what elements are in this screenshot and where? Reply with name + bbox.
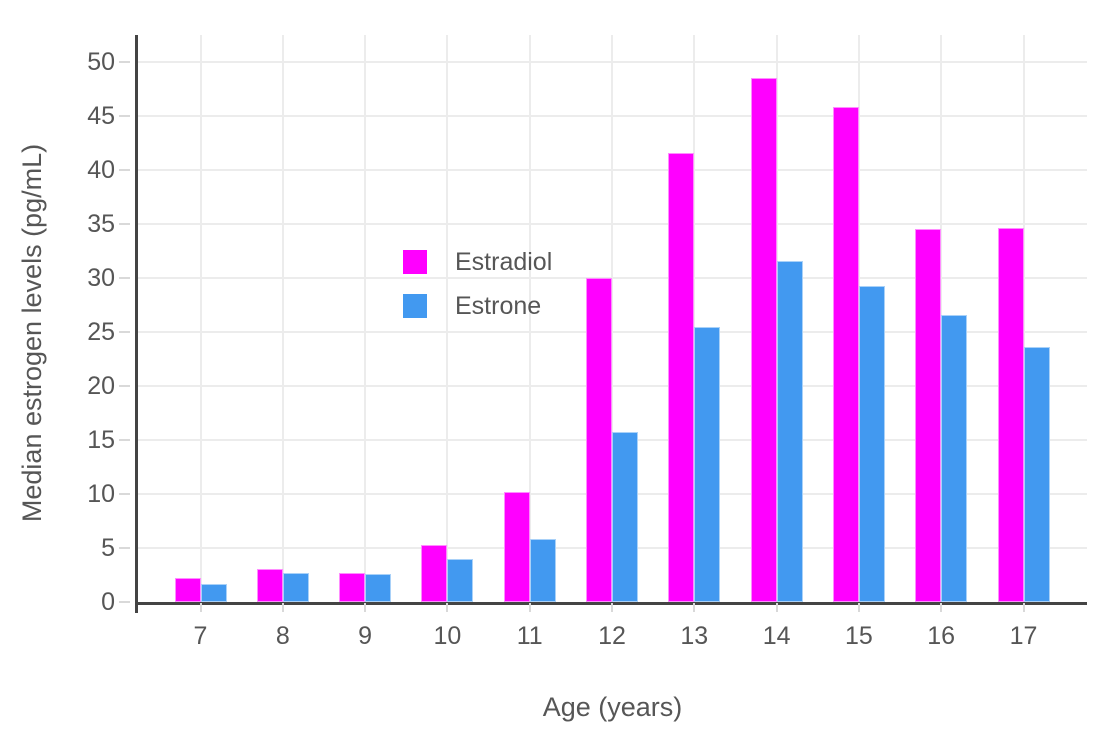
bar-estrone-age-14 [776, 260, 803, 602]
y-tick-label: 35 [87, 210, 115, 238]
legend-label: Estradiol [455, 248, 553, 276]
x-tick-mark [1022, 603, 1025, 612]
bar-estradiol-age-13 [668, 152, 695, 602]
x-tick-label: 9 [358, 622, 373, 650]
y-tick-label: 5 [101, 534, 115, 562]
x-tick-label: 7 [193, 622, 208, 650]
bar-estradiol-age-8 [256, 568, 283, 602]
bar-estradiol-age-7 [174, 578, 201, 602]
bar-estradiol-age-11 [503, 491, 530, 602]
bar-estrone-age-9 [365, 573, 392, 602]
y-tick-mark [119, 385, 130, 387]
bar-estradiol-age-12 [586, 278, 612, 602]
y-tick-label: 10 [87, 480, 115, 508]
v-gridline [364, 35, 367, 602]
bar-estrone-age-15 [858, 285, 885, 602]
x-tick-label: 15 [844, 622, 873, 650]
y-tick-label: 0 [101, 588, 115, 616]
x-tick-mark [940, 603, 943, 612]
y-tick-label: 45 [87, 102, 115, 130]
x-tick-label: 14 [762, 622, 791, 650]
legend-label: Estrone [455, 292, 542, 320]
x-tick-label: 11 [516, 622, 543, 650]
y-tick-label: 15 [87, 426, 115, 454]
v-gridline [281, 35, 284, 602]
y-tick-mark [119, 277, 130, 279]
x-tick-label: 13 [680, 622, 709, 650]
y-tick-label: 30 [87, 264, 115, 292]
x-tick-mark [693, 603, 696, 612]
bar-estradiol-age-15 [832, 107, 859, 602]
x-tick-mark [775, 603, 778, 612]
v-gridline [1022, 35, 1025, 602]
estradiol-swatch-icon [403, 250, 427, 274]
y-tick-mark [119, 547, 130, 549]
x-tick-label: 17 [1009, 622, 1038, 650]
x-tick-mark [364, 603, 367, 612]
x-tick-mark [528, 603, 531, 612]
y-axis-line [135, 35, 138, 613]
legend-item-estrone[interactable]: Estrone [403, 291, 552, 321]
bar-estrone-age-12 [612, 432, 638, 602]
y-tick-mark [119, 223, 130, 225]
y-tick-label: 25 [87, 318, 115, 346]
y-axis-title: Median estrogen levels (pg/mL) [17, 143, 47, 523]
bar-estradiol-age-17 [997, 228, 1024, 602]
y-tick-mark [119, 493, 130, 495]
x-tick-label: 10 [433, 622, 462, 650]
bar-estrone-age-17 [1023, 347, 1050, 602]
y-tick-mark [119, 331, 130, 333]
x-tick-mark [281, 603, 284, 612]
x-tick-label: 8 [275, 622, 290, 650]
x-tick-label: 16 [927, 622, 956, 650]
bar-estrone-age-16 [941, 314, 968, 602]
bar-estrone-age-10 [447, 558, 474, 602]
y-tick-mark [119, 115, 130, 117]
y-tick-label: 50 [87, 48, 115, 76]
bar-estradiol-age-9 [339, 572, 366, 602]
v-gridline [611, 35, 613, 602]
x-tick-label: 12 [598, 622, 626, 650]
bar-estrone-age-13 [694, 326, 721, 602]
x-axis-title: Age (years) [542, 692, 683, 722]
v-gridline [199, 35, 202, 602]
bar-estradiol-age-10 [421, 544, 448, 602]
legend-item-estradiol[interactable]: Estradiol [403, 247, 552, 277]
v-gridline [528, 35, 531, 602]
v-gridline [446, 35, 449, 602]
bar-estradiol-age-16 [915, 229, 942, 602]
x-tick-mark [199, 603, 202, 612]
y-tick-label: 20 [87, 372, 115, 400]
v-gridline [693, 35, 696, 602]
plot-area: 0 5 10 15 20 25 30 35 40 45 50 7 8 9 10 11 12 13 14 15 16 17 … [87, 35, 1087, 650]
bar-estrone-age-11 [529, 539, 556, 602]
y-tick-label: 40 [87, 156, 115, 184]
bar-estrone-age-7 [200, 583, 227, 602]
bar-estradiol-age-14 [750, 78, 777, 602]
y-tick-mark [119, 439, 130, 441]
bar-estrone-age-8 [282, 572, 309, 602]
y-tick-mark [119, 169, 130, 171]
x-tick-mark [446, 603, 449, 612]
estrone-swatch-icon [403, 294, 427, 318]
y-tick-mark [119, 601, 130, 603]
legend: Estradiol Estrone [403, 247, 552, 335]
y-tick-mark [119, 61, 130, 63]
x-tick-mark [611, 603, 613, 612]
x-tick-mark [857, 603, 860, 612]
